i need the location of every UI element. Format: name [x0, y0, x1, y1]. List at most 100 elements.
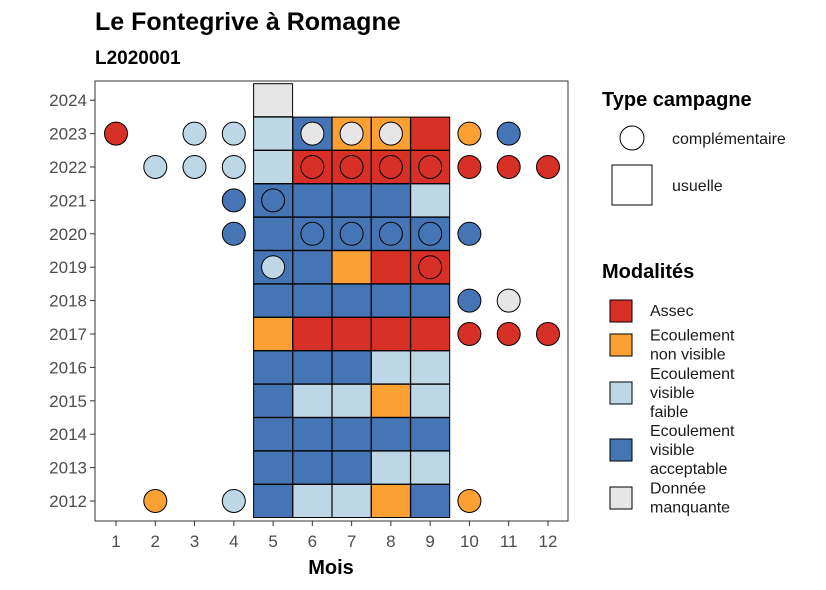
point-2022-6: [300, 155, 325, 179]
tile-2021-7: [331, 183, 372, 218]
x-tick-label-6: 6: [308, 532, 317, 551]
tile-2012-9: [410, 484, 451, 518]
tile-2024-5: [253, 83, 294, 118]
tile-2019-8: [370, 250, 411, 285]
y-tick-label-2016: 2016: [49, 358, 87, 377]
tile-2016-7: [331, 350, 372, 385]
legend-campaign-type: Type campagne complémentaire usuelle: [602, 89, 786, 206]
y-tick-label-2014: 2014: [49, 425, 87, 444]
x-axis: 1 2 3 4 5 6 7 8 9 10 11 12: [111, 521, 557, 551]
point-2012-2: [143, 489, 168, 513]
legend-label-assec: Assec: [650, 303, 694, 320]
x-tick-label-10: 10: [460, 532, 479, 551]
point-2020-6: [300, 221, 325, 246]
tile-2012-8: [370, 484, 411, 518]
legend-key-manquante: [609, 486, 633, 510]
tile-2015-6: [292, 383, 333, 418]
point-2022-3: [182, 155, 207, 179]
legend-campaign-title: Type campagne: [602, 89, 752, 111]
y-tick-label-2020: 2020: [49, 225, 87, 244]
legend-key-acceptable: [609, 438, 633, 462]
x-tick-label-12: 12: [539, 532, 558, 551]
chart-title: Le Fontegrive à Romagne: [95, 8, 401, 36]
legend-label-nonvisible: Ecoulement non visible: [650, 328, 735, 364]
tile-2022-5: [253, 150, 294, 184]
y-tick-label-2015: 2015: [49, 392, 87, 411]
tile-2016-8: [370, 350, 411, 385]
legend-label-acceptable: Ecoulement visible acceptable: [650, 423, 735, 478]
tile-2016-6: [292, 350, 333, 385]
y-tick-label-2022: 2022: [49, 158, 87, 177]
tile-2021-8: [370, 183, 411, 218]
legend-campaign-label-complementaire: complémentaire: [672, 131, 786, 148]
legend-square-key: [611, 164, 653, 206]
tile-2017-6: [292, 317, 333, 351]
point-2012-4: [221, 489, 246, 513]
x-tick-label-7: 7: [347, 532, 356, 551]
point-2023-1: [104, 121, 128, 146]
point-2022-7: [339, 155, 364, 179]
tile-2021-9: [410, 183, 451, 218]
point-2021-4: [221, 188, 246, 213]
point-2023-11: [496, 121, 521, 146]
tile-2023-5: [253, 116, 294, 151]
legend-label-manquante: Donnée manquante: [650, 481, 730, 517]
tile-2012-5: [253, 484, 294, 518]
point-2022-9: [418, 155, 443, 179]
legend-key-nonvisible: [609, 333, 633, 357]
tile-2017-9: [410, 317, 451, 351]
tile-2018-6: [292, 283, 333, 318]
point-2023-3: [182, 121, 207, 146]
tile-2018-9: [410, 283, 451, 318]
point-2020-9: [418, 221, 443, 246]
point-2017-12: [536, 322, 560, 346]
tile-2014-5: [253, 417, 294, 452]
point-2021-5: [261, 188, 286, 213]
tile-2018-5: [253, 283, 294, 318]
tile-2012-6: [292, 484, 333, 518]
tile-2019-6: [292, 250, 333, 285]
point-2019-5: [261, 255, 286, 280]
y-tick-label-2012: 2012: [49, 492, 87, 511]
point-2023-7: [339, 121, 364, 146]
point-2018-11: [496, 288, 521, 313]
point-2022-4: [221, 155, 246, 179]
x-tick-label-11: 11: [500, 532, 518, 551]
point-2023-8: [378, 121, 403, 146]
point-2022-2: [143, 155, 168, 179]
tile-2020-5: [253, 216, 294, 251]
tile-2015-8: [370, 383, 411, 418]
legend-modalites-title: Modalités: [602, 261, 694, 283]
x-tick-label-4: 4: [229, 532, 238, 551]
legend-campaign-label-usuelle: usuelle: [672, 178, 723, 195]
tile-2018-8: [370, 283, 411, 318]
point-2023-6: [300, 121, 325, 146]
tile-2016-5: [253, 350, 294, 385]
tile-2012-7: [331, 484, 372, 518]
point-2022-10: [457, 155, 482, 179]
tile-2017-8: [370, 317, 411, 351]
point-2018-10: [457, 288, 482, 313]
complementaire-points: [104, 121, 560, 513]
tile-2013-9: [410, 450, 451, 485]
point-2022-12: [536, 155, 560, 179]
tile-2013-8: [370, 450, 411, 485]
y-tick-label-2017: 2017: [49, 325, 87, 344]
y-tick-label-2018: 2018: [49, 292, 87, 311]
tile-2015-9: [410, 383, 451, 418]
tile-2014-7: [331, 417, 372, 452]
point-2020-8: [378, 221, 403, 246]
tile-2019-7: [331, 250, 372, 285]
legend-key-assec: [609, 299, 633, 323]
tile-2018-7: [331, 283, 372, 318]
point-2017-10: [457, 322, 482, 346]
point-2022-8: [378, 155, 403, 179]
tile-2013-5: [253, 450, 294, 485]
legend-key-faible: [609, 381, 633, 405]
y-tick-label-2024: 2024: [49, 91, 87, 110]
point-2022-11: [496, 155, 521, 179]
point-2020-10: [457, 221, 482, 246]
point-2017-11: [496, 322, 521, 346]
y-tick-label-2013: 2013: [49, 459, 87, 478]
